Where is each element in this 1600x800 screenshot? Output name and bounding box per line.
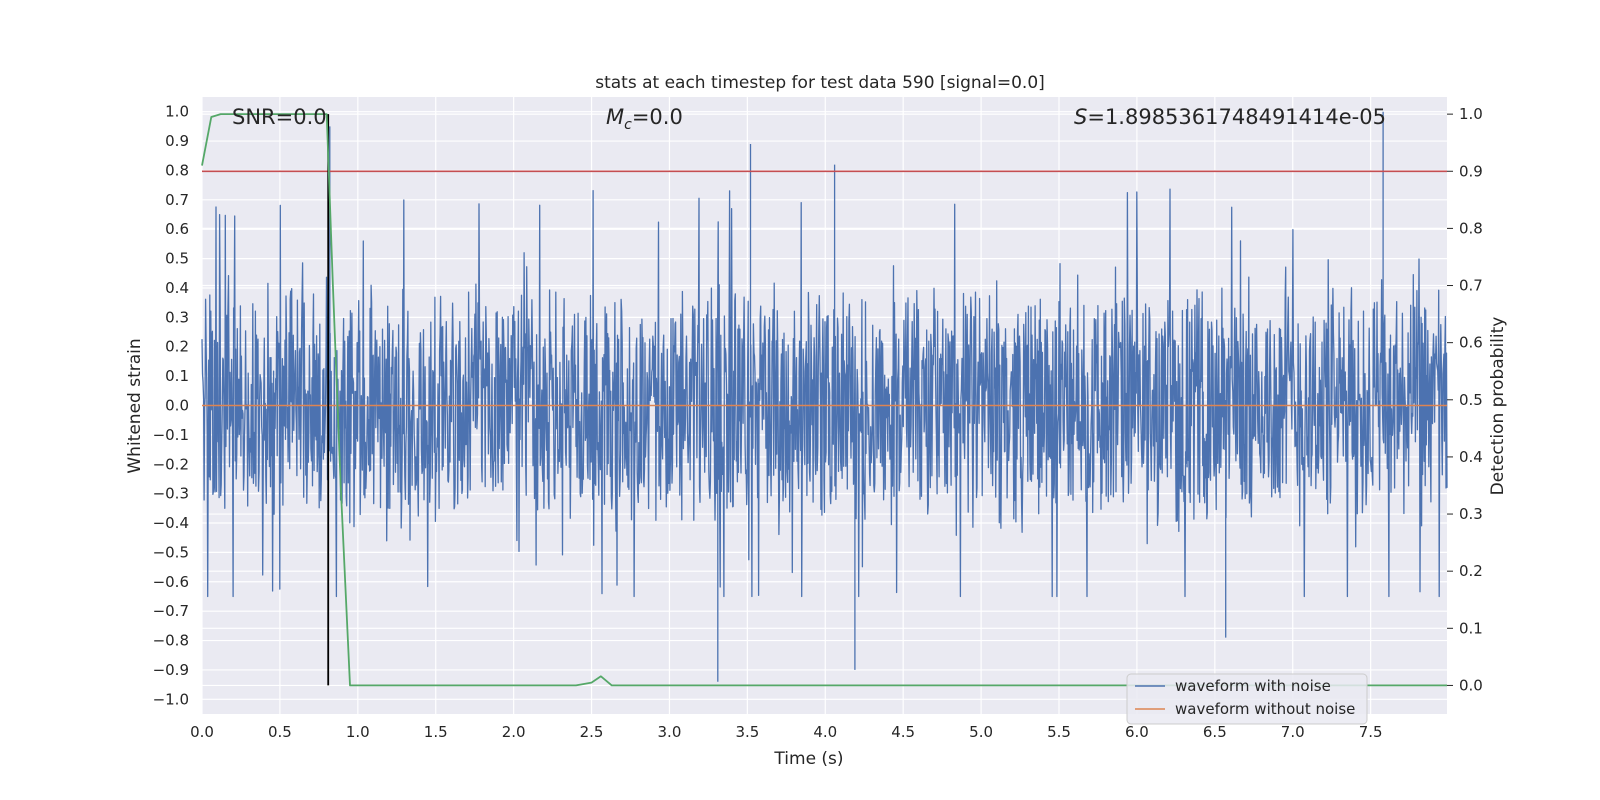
y-tick-label: 0.3 bbox=[165, 308, 189, 326]
y-tick-label: 0.5 bbox=[165, 250, 189, 268]
statistic-symbol: S bbox=[1074, 105, 1087, 129]
y-tick-label: 0.9 bbox=[165, 132, 189, 150]
y-tick-label: 0.2 bbox=[165, 338, 189, 356]
x-tick-label: 7.0 bbox=[1281, 723, 1305, 741]
x-tick-label: 1.5 bbox=[424, 723, 448, 741]
y-tick-label: −0.5 bbox=[153, 543, 189, 561]
y-tick-label: −0.2 bbox=[153, 455, 189, 473]
y-tick-label: 1.0 bbox=[165, 103, 189, 121]
series-detection-probability bbox=[201, 113, 1447, 687]
y2-tick-label: 0.4 bbox=[1459, 448, 1483, 466]
x-tick-label: 0.5 bbox=[268, 723, 292, 741]
series-layer bbox=[201, 111, 1448, 687]
y-tick-label: 0.1 bbox=[165, 367, 189, 385]
x-tick-label: 6.5 bbox=[1203, 723, 1227, 741]
x-tick-label: 6.0 bbox=[1125, 723, 1149, 741]
y-axis-ticks: 1.0 0.9 0.8 0.7 0.6 0.5 0.4 0.3 0.2 0.1 0.0 −0.1 −0.… bbox=[153, 103, 189, 709]
statistic-annotation: S=1.8985361748491414e-05 bbox=[1074, 105, 1386, 129]
y-tick-label: −0.1 bbox=[153, 426, 189, 444]
y-tick-label: 0.8 bbox=[165, 161, 189, 179]
legend-label-noise: waveform with noise bbox=[1175, 677, 1331, 695]
y2-tick-label: 0.5 bbox=[1459, 391, 1483, 409]
y2-tick-label: 0.6 bbox=[1459, 334, 1483, 352]
chirp-mass-value: =0.0 bbox=[632, 105, 683, 129]
y-axis-label: Whitened strain bbox=[125, 338, 145, 473]
x-tick-label: 1.0 bbox=[346, 723, 370, 741]
x-tick-label: 2.0 bbox=[502, 723, 526, 741]
y2-axis-ticks: 1.0 0.9 0.8 0.7 0.6 0.5 0.4 0.3 0.2 0.1 0.0 bbox=[1447, 105, 1483, 694]
x-tick-label: 4.5 bbox=[891, 723, 915, 741]
chirp-mass-symbol: M bbox=[606, 105, 624, 129]
x-tick-label: 0.0 bbox=[190, 723, 214, 741]
chirp-mass-annotation: Mc=0.0 bbox=[606, 105, 683, 133]
legend-label-clean: waveform without noise bbox=[1175, 700, 1355, 718]
y-tick-label: −1.0 bbox=[153, 690, 189, 708]
y-tick-label: −0.6 bbox=[153, 573, 189, 591]
y2-tick-label: 0.9 bbox=[1459, 162, 1483, 180]
x-tick-label: 2.5 bbox=[580, 723, 604, 741]
y-tick-label: −0.8 bbox=[153, 632, 189, 650]
y2-tick-label: 0.8 bbox=[1459, 219, 1483, 237]
x-tick-label: 7.5 bbox=[1359, 723, 1383, 741]
x-tick-label: 3.5 bbox=[735, 723, 759, 741]
chirp-mass-subscript: c bbox=[624, 117, 632, 133]
y2-tick-label: 0.3 bbox=[1459, 505, 1483, 523]
snr-annotation: SNR=0.0 bbox=[232, 105, 327, 129]
y-tick-label: −0.3 bbox=[153, 485, 189, 503]
x-tick-label: 3.0 bbox=[658, 723, 682, 741]
y-tick-label: 0.4 bbox=[165, 279, 189, 297]
x-tick-label: 4.0 bbox=[813, 723, 837, 741]
y2-tick-label: 0.2 bbox=[1459, 562, 1483, 580]
chart-title: stats at each timestep for test data 590… bbox=[595, 73, 1045, 93]
y-tick-label: 0.0 bbox=[165, 397, 189, 415]
statistic-value: =1.8985361748491414e-05 bbox=[1087, 105, 1386, 129]
x-axis-label: Time (s) bbox=[773, 749, 843, 769]
y2-tick-label: 1.0 bbox=[1459, 105, 1483, 123]
legend: waveform with noise waveform without noi… bbox=[1126, 673, 1368, 725]
x-axis-ticks: 0.0 0.5 1.0 1.5 2.0 2.5 3.0 3.5 4.0 4.5 5.0 5.5 6.0 6… bbox=[190, 723, 1383, 741]
y-tick-label: −0.7 bbox=[153, 602, 189, 620]
y2-tick-label: 0.0 bbox=[1459, 676, 1483, 694]
y2-tick-label: 0.7 bbox=[1459, 277, 1483, 295]
y-tick-label: −0.4 bbox=[153, 514, 189, 532]
x-tick-label: 5.5 bbox=[1047, 723, 1071, 741]
y2-tick-label: 0.1 bbox=[1459, 619, 1483, 637]
y2-axis-label: Detection probability bbox=[1488, 317, 1508, 496]
legend-box bbox=[1126, 673, 1368, 725]
y-tick-label: 0.6 bbox=[165, 220, 189, 238]
x-tick-label: 5.0 bbox=[969, 723, 993, 741]
y-tick-label: −0.9 bbox=[153, 661, 189, 679]
y-tick-label: 0.7 bbox=[165, 191, 189, 209]
